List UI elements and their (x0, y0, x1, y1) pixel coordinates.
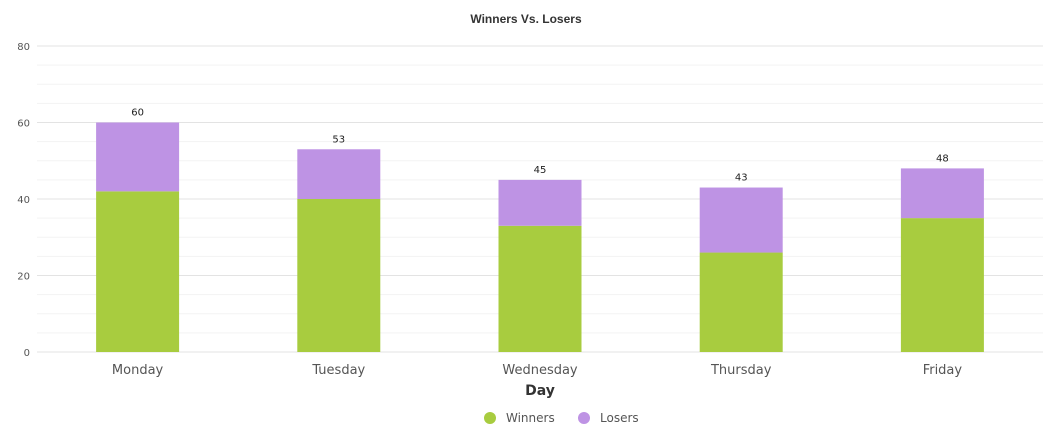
legend-item-losers[interactable]: Losers (578, 411, 639, 425)
legend-item-winners[interactable]: Winners (484, 411, 555, 425)
legend-marker (578, 412, 590, 424)
x-tick-label: Tuesday (311, 363, 365, 378)
bar-winners-monday[interactable] (96, 191, 180, 352)
y-tick-label: 40 (17, 195, 30, 206)
x-tick-label: Friday (923, 363, 963, 378)
bar-losers-tuesday[interactable] (297, 149, 381, 199)
y-tick-label: 80 (17, 42, 30, 53)
total-label: 60 (131, 108, 144, 119)
y-tick-label: 0 (24, 348, 30, 359)
bar-winners-thursday[interactable] (699, 252, 783, 352)
total-label: 53 (332, 134, 345, 145)
bar-winners-wednesday[interactable] (498, 225, 582, 352)
x-tick-label: Wednesday (502, 363, 578, 378)
y-tick-label: 60 (17, 119, 30, 130)
chart-title: Winners Vs. Losers (470, 12, 582, 26)
legend-label: Winners (506, 411, 555, 425)
legend-label: Losers (600, 411, 639, 425)
bar-losers-monday[interactable] (96, 122, 180, 192)
y-axis: 0 20 40 60 80 (17, 42, 30, 359)
bar-losers-friday[interactable] (900, 168, 984, 219)
bar-losers-thursday[interactable] (699, 187, 783, 253)
total-label: 48 (936, 153, 949, 164)
y-tick-label: 20 (17, 272, 30, 283)
bar-winners-tuesday[interactable] (297, 199, 381, 352)
x-axis-label: Day (525, 383, 555, 399)
total-label: 45 (534, 165, 547, 176)
x-tick-label: Thursday (710, 363, 772, 378)
legend: Winners Losers (484, 411, 639, 425)
bar-winners-friday[interactable] (900, 218, 984, 352)
x-tick-label: Monday (112, 363, 164, 378)
bar-losers-wednesday[interactable] (498, 179, 582, 226)
legend-marker (484, 412, 496, 424)
total-label: 43 (735, 173, 748, 184)
bars: 60 53 45 43 48 (96, 108, 984, 352)
x-axis: Monday Tuesday Wednesday Thursday Friday (112, 363, 962, 378)
